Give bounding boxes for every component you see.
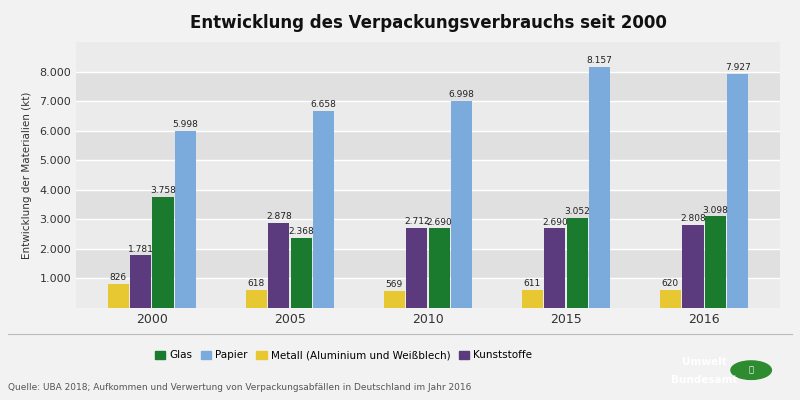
Bar — [76, 219, 780, 249]
Text: 6.658: 6.658 — [310, 100, 337, 110]
Text: 2.808: 2.808 — [680, 214, 706, 223]
Bar — [246, 290, 267, 308]
Text: Bundesamt: Bundesamt — [671, 375, 738, 385]
Bar — [406, 228, 427, 308]
Bar — [566, 218, 588, 308]
Text: 6.998: 6.998 — [449, 90, 474, 99]
Bar — [589, 67, 610, 308]
Text: 569: 569 — [386, 280, 403, 290]
Text: 🔒: 🔒 — [749, 366, 754, 375]
Bar — [76, 190, 780, 219]
Bar — [130, 255, 151, 308]
Text: 1.781: 1.781 — [128, 244, 154, 254]
Bar — [76, 160, 780, 190]
Bar — [384, 291, 405, 308]
Text: 3.098: 3.098 — [702, 206, 728, 215]
Bar — [76, 101, 780, 131]
Bar — [660, 290, 681, 308]
Y-axis label: Entwicklung der Materialien (kt): Entwicklung der Materialien (kt) — [22, 91, 33, 259]
Text: 3.052: 3.052 — [564, 207, 590, 216]
Text: 7.927: 7.927 — [725, 63, 750, 72]
Text: 2.712: 2.712 — [404, 217, 430, 226]
Bar — [522, 290, 543, 308]
Bar — [290, 238, 312, 308]
Bar — [76, 249, 780, 278]
Bar — [429, 228, 450, 308]
Text: 618: 618 — [248, 279, 265, 288]
Bar — [76, 72, 780, 101]
Text: 826: 826 — [110, 273, 127, 282]
Bar — [175, 131, 196, 308]
Text: 2.690: 2.690 — [426, 218, 452, 227]
Bar — [108, 284, 129, 308]
Bar — [76, 278, 780, 308]
Circle shape — [731, 361, 771, 379]
Text: 2.368: 2.368 — [288, 227, 314, 236]
Bar — [313, 111, 334, 308]
Bar — [727, 74, 748, 308]
Text: 8.157: 8.157 — [586, 56, 613, 65]
Text: 620: 620 — [662, 279, 679, 288]
Bar — [76, 42, 780, 72]
Text: 5.998: 5.998 — [173, 120, 198, 129]
Text: 2.878: 2.878 — [266, 212, 292, 221]
Legend: Glas, Papier, Metall (Aluminium und Weißblech), Kunststoffe: Glas, Papier, Metall (Aluminium und Weiß… — [154, 350, 532, 360]
Text: Umwelt: Umwelt — [682, 357, 726, 367]
Title: Entwicklung des Verpackungsverbrauchs seit 2000: Entwicklung des Verpackungsverbrauchs se… — [190, 14, 666, 32]
Text: 611: 611 — [524, 279, 541, 288]
Bar — [682, 225, 703, 308]
Bar — [153, 197, 174, 308]
Bar — [268, 223, 290, 308]
Text: 3.758: 3.758 — [150, 186, 176, 195]
Bar — [544, 228, 566, 308]
Bar — [705, 216, 726, 308]
Bar — [76, 131, 780, 160]
Text: 2.690: 2.690 — [542, 218, 568, 227]
Text: Quelle: UBA 2018; Aufkommen und Verwertung von Verpackungsabfällen in Deutschlan: Quelle: UBA 2018; Aufkommen und Verwertu… — [8, 383, 471, 392]
Bar — [451, 101, 472, 308]
